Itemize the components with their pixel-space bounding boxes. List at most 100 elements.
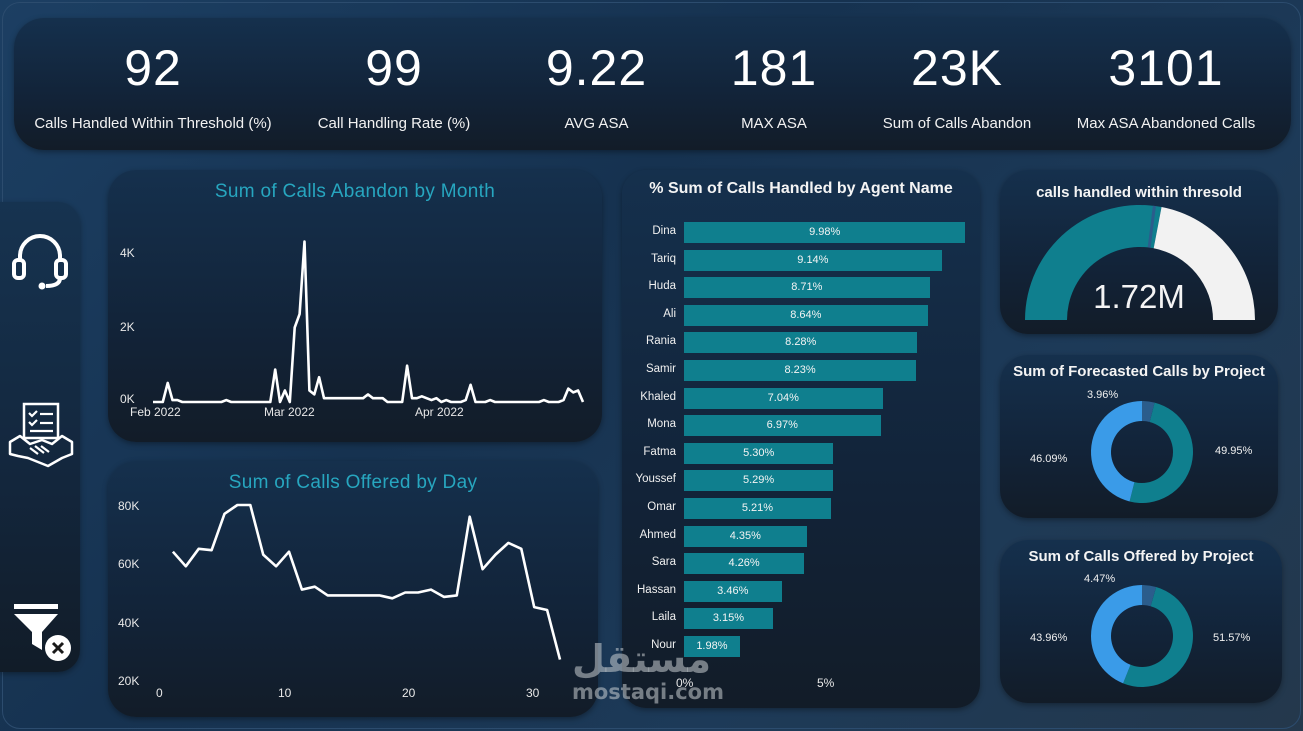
- agent-bar-row[interactable]: Rania 8.28%: [622, 332, 980, 354]
- agent-bar-value: 9.98%: [809, 226, 841, 238]
- kpi-sum-calls-abandon[interactable]: 23K Sum of Calls Abandon: [872, 18, 1042, 150]
- agent-name: Rania: [645, 335, 676, 348]
- agent-bar[interactable]: 5.21%: [684, 498, 831, 519]
- agent-bar-value: 3.46%: [717, 584, 749, 597]
- agent-name: Hassan: [637, 583, 676, 596]
- donut-slice[interactable]: [1129, 402, 1194, 504]
- donut-slice[interactable]: [1091, 401, 1142, 502]
- sidebar: [0, 202, 80, 672]
- agent-bar-row[interactable]: Ali 8.64%: [622, 304, 980, 326]
- agent-bar-row[interactable]: Ahmed 4.35%: [622, 525, 980, 547]
- offered-line-chart[interactable]: [160, 503, 562, 680]
- chart-title: Sum of Calls Offered by Day: [228, 472, 478, 493]
- y-tick: 0K: [120, 392, 135, 406]
- abandon-series-line[interactable]: [153, 240, 585, 404]
- agent-bar[interactable]: 3.46%: [684, 580, 782, 602]
- kpi-value: 3101: [1108, 40, 1224, 96]
- abandon-line-chart[interactable]: [153, 230, 585, 404]
- gauge-target-marker: [1147, 205, 1156, 248]
- chart-title: % Sum of Calls Handled by Agent Name: [649, 180, 953, 197]
- agent-bar-row[interactable]: Khaled 7.04%: [622, 387, 980, 409]
- clear-filter-icon[interactable]: [12, 602, 72, 669]
- kpi-call-handling-rate[interactable]: 99 Call Handling Rate (%): [304, 18, 484, 150]
- agent-bar-list: Dina 9.98% Tariq 9.14% Huda 8.71% Ali 8.64% Rani…: [622, 222, 980, 662]
- agent-bar-row[interactable]: Huda 8.71%: [622, 277, 980, 299]
- slice-label: 49.95%: [1215, 445, 1253, 457]
- kpi-value: 9.22: [545, 40, 648, 96]
- agent-bar-row[interactable]: Samir 8.23%: [622, 360, 980, 381]
- kpi-label: Calls Handled Within Threshold (%): [34, 115, 272, 132]
- kpi-value: 99: [365, 40, 423, 96]
- donut-slice[interactable]: [1142, 585, 1157, 607]
- agent-bar-value: 5.30%: [743, 446, 775, 459]
- donut-slice[interactable]: [1142, 401, 1155, 422]
- kpi-label: MAX ASA: [741, 115, 807, 132]
- agent-bar-value: 3.15%: [712, 612, 745, 625]
- agent-bar-row[interactable]: Dina 9.98%: [622, 222, 980, 243]
- agent-bar[interactable]: 8.23%: [684, 360, 917, 381]
- kpi-label: Sum of Calls Abandon: [882, 115, 1032, 132]
- agent-bar-row[interactable]: Omar 5.21%: [622, 498, 980, 519]
- agent-name: Ali: [663, 307, 676, 320]
- gauge-remaining[interactable]: [1153, 207, 1255, 320]
- kpi-value: 92: [124, 40, 182, 96]
- kpi-calls-within-threshold[interactable]: 92 Calls Handled Within Threshold (%): [14, 18, 292, 150]
- calls-handled-by-agent-card: % Sum of Calls Handled by Agent Name Din…: [622, 170, 980, 708]
- agent-bar[interactable]: 8.64%: [684, 304, 928, 326]
- agent-name: Ahmed: [639, 528, 676, 541]
- agent-bar[interactable]: 5.29%: [684, 470, 834, 492]
- offered-donut[interactable]: [1089, 583, 1195, 689]
- kpi-label: AVG ASA: [564, 115, 629, 132]
- kpi-avg-asa[interactable]: 9.22 AVG ASA: [529, 18, 664, 150]
- checklist-handshake-icon[interactable]: [8, 402, 74, 473]
- agent-bar-row[interactable]: Sara 4.26%: [622, 553, 980, 575]
- agent-name: Laila: [651, 611, 676, 624]
- agent-bar[interactable]: 4.26%: [684, 553, 805, 575]
- agent-name: Sara: [651, 556, 676, 569]
- agent-name: Huda: [648, 280, 677, 293]
- agent-bar-value: 9.14%: [797, 253, 829, 266]
- agent-name: Tariq: [651, 252, 676, 265]
- kpi-label: Call Handling Rate (%): [317, 115, 471, 132]
- agent-bar-value: 6.97%: [766, 419, 798, 432]
- donut-slice[interactable]: [1091, 585, 1142, 684]
- agent-bar[interactable]: 1.98%: [684, 636, 740, 657]
- calls-offered-project-card: Sum of Calls Offered by Project 4.47% 43…: [1000, 540, 1282, 703]
- agent-bar[interactable]: 6.97%: [684, 415, 881, 437]
- threshold-gauge[interactable]: [1024, 205, 1256, 326]
- agent-bar[interactable]: 3.15%: [684, 608, 773, 630]
- kpi-max-asa[interactable]: 181 MAX ASA: [714, 18, 834, 150]
- agent-bar-row[interactable]: Laila 3.15%: [622, 608, 980, 630]
- chart-title: calls handled within thresold: [1036, 184, 1242, 201]
- headset-icon[interactable]: [10, 230, 70, 295]
- agent-bar-row[interactable]: Mona 6.97%: [622, 415, 980, 437]
- agent-bar[interactable]: 8.71%: [684, 277, 930, 299]
- forecasted-donut[interactable]: [1089, 399, 1195, 505]
- donut-slice[interactable]: [1123, 586, 1193, 687]
- agent-bar-value: 4.35%: [729, 529, 761, 542]
- slice-label: 43.96%: [1030, 632, 1068, 644]
- kpi-bar: 92 Calls Handled Within Threshold (%) 99…: [14, 18, 1291, 150]
- watermark-arabic: مستقل: [572, 637, 711, 681]
- agent-bar-value: 8.64%: [790, 308, 822, 321]
- agent-bar[interactable]: 5.30%: [684, 442, 834, 464]
- kpi-max-asa-abandoned[interactable]: 3101 Max ASA Abandoned Calls: [1066, 18, 1266, 150]
- agent-bar-row[interactable]: Youssef 5.29%: [622, 470, 980, 492]
- agent-bar-row[interactable]: Hassan 3.46%: [622, 580, 980, 602]
- agent-bar[interactable]: 4.35%: [684, 525, 807, 547]
- agent-bar[interactable]: 8.28%: [684, 332, 918, 354]
- agent-bar-row[interactable]: Tariq 9.14%: [622, 249, 980, 271]
- agent-bar-value: 8.28%: [785, 336, 817, 349]
- gauge-fill[interactable]: [1025, 205, 1162, 320]
- agent-name: Omar: [647, 501, 676, 513]
- agent-bar[interactable]: 9.14%: [684, 249, 942, 271]
- agent-bar[interactable]: 9.98%: [684, 222, 966, 243]
- agent-name: Mona: [647, 418, 676, 431]
- agent-bar[interactable]: 7.04%: [684, 387, 883, 409]
- offered-series-line[interactable]: [171, 503, 562, 660]
- slice-label: 3.96%: [1087, 389, 1119, 401]
- agent-bar-row[interactable]: Fatma 5.30%: [622, 442, 980, 464]
- agent-bar-row[interactable]: Nour 1.98%: [622, 636, 980, 657]
- y-tick: 80K: [118, 499, 140, 513]
- y-tick: 60K: [118, 557, 140, 571]
